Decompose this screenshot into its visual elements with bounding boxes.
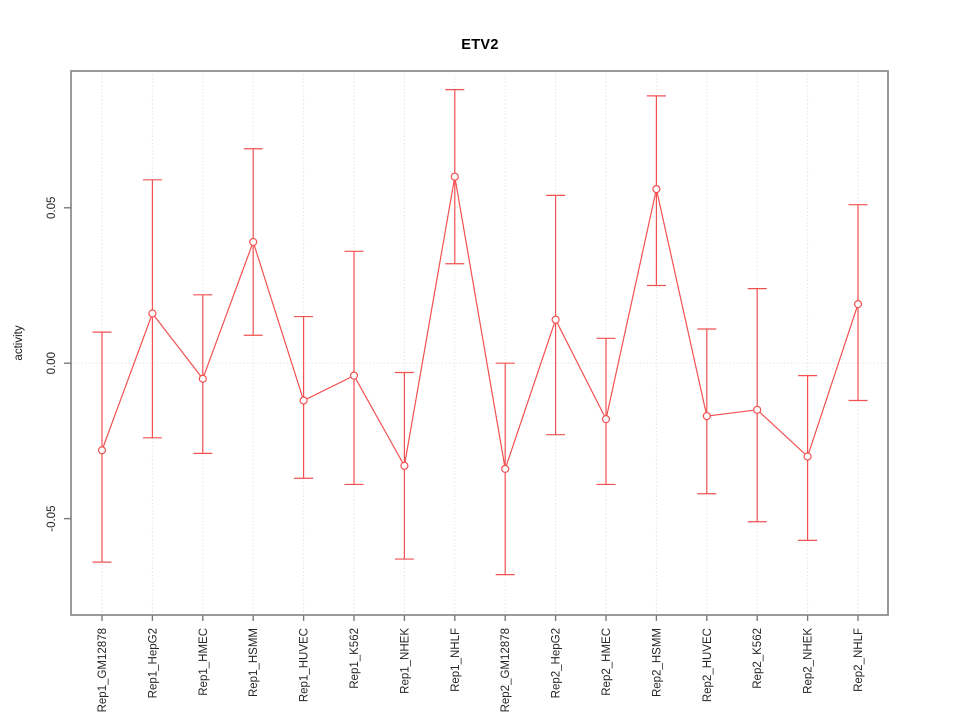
data-point — [601, 415, 611, 424]
series-line — [101, 176, 859, 470]
data-point — [198, 374, 207, 383]
x-tick-label: Rep1_K562 — [349, 628, 361, 689]
x-tick-label: Rep2_NHEK — [803, 628, 815, 694]
data-point — [551, 315, 560, 324]
data-point — [299, 396, 308, 405]
data-point — [249, 237, 258, 247]
data-point — [148, 309, 157, 318]
data-point — [853, 300, 863, 309]
data-point — [652, 185, 661, 194]
data-point — [349, 371, 359, 380]
x-tick-label: Rep2_HepG2 — [551, 628, 563, 698]
x-tick-label: Rep1_HMEC — [198, 628, 210, 696]
data-point — [400, 461, 409, 470]
y-tick-label: 0.05 — [46, 197, 58, 219]
data-point — [450, 172, 459, 181]
x-tick-label: Rep2_HMEC — [601, 628, 613, 696]
x-tick-label: Rep2_K562 — [752, 628, 764, 689]
plot-border — [70, 70, 889, 616]
data-point — [702, 411, 711, 421]
x-tick-label: Rep1_NHEK — [399, 628, 411, 694]
x-tick-label: Rep2_NHLF — [853, 628, 865, 692]
data-point — [97, 446, 107, 455]
data-point — [501, 464, 510, 473]
x-tick-label: Rep1_GM12878 — [97, 628, 109, 712]
x-tick-label: Rep1_NHLF — [450, 628, 462, 692]
x-tick-label: Rep1_HUVEC — [299, 628, 311, 702]
x-tick-label: Rep2_HUVEC — [702, 628, 714, 702]
x-tick-label: Rep1_HSMM — [248, 628, 260, 697]
x-tick-label: Rep1_HepG2 — [147, 628, 159, 698]
y-tick-label: 0.00 — [46, 352, 58, 374]
x-tick-label: Rep2_GM12878 — [500, 628, 512, 712]
y-tick-label: -0.05 — [46, 506, 58, 532]
chart-title: ETV2 — [461, 37, 499, 53]
data-point — [803, 452, 812, 461]
x-tick-label: Rep2_HSMM — [651, 628, 663, 697]
data-point — [753, 405, 762, 414]
